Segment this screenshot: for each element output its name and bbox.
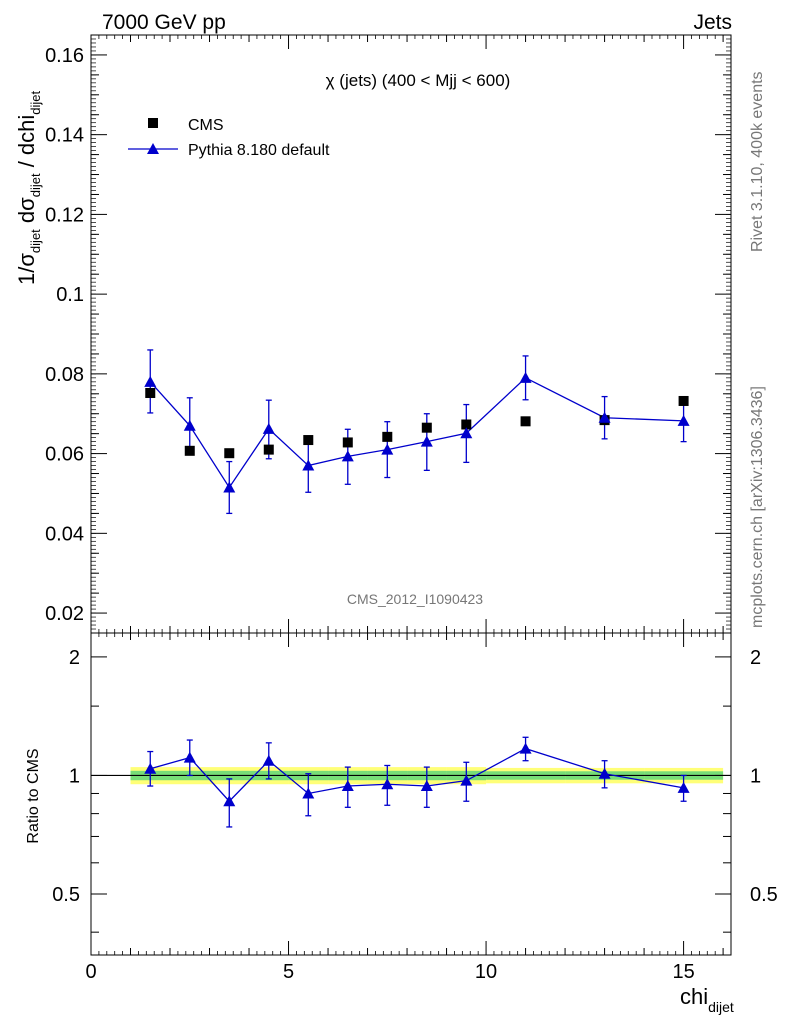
cms-point	[382, 431, 393, 442]
ratio-tick-label-left: 1	[69, 765, 80, 787]
ratio-point	[420, 780, 433, 792]
mc-point	[183, 419, 196, 431]
mc-point	[460, 427, 473, 439]
x-axis-label: chidijet	[680, 984, 734, 1015]
ratio-tick-label-right: 1	[750, 765, 761, 787]
mc-point	[223, 481, 236, 493]
cms-point	[461, 419, 472, 430]
mc-point	[381, 443, 394, 455]
ratio-point	[677, 781, 690, 793]
y-axis-label: 1/σdijet dσdijet / dchidijet	[14, 90, 43, 285]
ratio-tick-label-right: 2	[750, 647, 761, 669]
ratio-point	[223, 795, 236, 807]
mc-point	[420, 435, 433, 447]
ratio-point	[302, 787, 315, 799]
main-frame	[90, 34, 732, 634]
header-left: 7000 GeV pp	[102, 11, 226, 34]
legend-cms-label: CMS	[188, 117, 224, 134]
mc-point	[144, 375, 157, 387]
y-tick-label: 0.06	[45, 444, 84, 466]
mcplots-label: mcplots.cern.ch [arXiv:1306.3436]	[749, 386, 766, 628]
ratio-point	[519, 742, 532, 754]
ratio-point	[598, 767, 611, 779]
ratio-tick-label-right: 0.5	[750, 884, 778, 906]
legend-mc-marker	[147, 143, 159, 154]
mc-point	[598, 411, 611, 423]
y-tick-label: 0.04	[45, 523, 84, 545]
cms-point	[145, 388, 156, 399]
ratio-y-label: Ratio to CMS	[25, 748, 42, 843]
cms-point	[342, 437, 353, 448]
mc-point	[302, 459, 315, 471]
cms-point	[184, 445, 195, 456]
y-tick-label: 0.02	[45, 603, 84, 625]
ratio-tick-label-left: 0.5	[52, 884, 80, 906]
axes-ticks: 0 5 10 15 0.02 0.04 0.06 0.08 0.1 0.12 0.14 0.16 0.5…	[45, 34, 778, 983]
legend-mc-label: Pythia 8.180 default	[188, 142, 330, 159]
x-tick-label: 10	[475, 961, 497, 983]
y-tick-label: 0.12	[45, 204, 84, 226]
ratio-tick-label-left: 2	[69, 647, 80, 669]
x-tick-label: 0	[85, 961, 96, 983]
mc-point	[677, 414, 690, 426]
mc-point	[341, 450, 354, 462]
cms-point	[421, 422, 432, 433]
x-tick-label: 5	[283, 961, 294, 983]
cms-point	[520, 416, 531, 427]
legend: CMS Pythia 8.180 default	[128, 117, 330, 159]
chart-title: χ (jets) (400 < Mjj < 600)	[326, 71, 511, 90]
ratio-mc-line	[150, 747, 684, 803]
analysis-id: CMS_2012_I1090423	[347, 591, 483, 607]
mc-line	[149, 377, 684, 489]
cms-point	[303, 435, 314, 446]
cms-point	[224, 448, 235, 459]
header-right: Jets	[693, 11, 732, 34]
main-series	[144, 349, 690, 515]
y-tick-label: 0.16	[45, 45, 84, 67]
rivet-label: Rivet 3.1.10, 400k events	[749, 71, 766, 252]
y-tick-label: 0.14	[45, 125, 84, 147]
y-tick-label: 0.08	[45, 364, 84, 386]
mc-point	[519, 371, 532, 383]
mc-point	[262, 422, 275, 434]
ratio-series	[144, 736, 690, 828]
ratio-frame	[90, 632, 732, 956]
ratio-point	[262, 754, 275, 766]
ratio-point	[381, 778, 394, 790]
ratio-point	[183, 751, 196, 763]
cms-point	[678, 395, 689, 406]
ratio-point	[341, 780, 354, 792]
ratio-point	[144, 762, 157, 774]
legend-cms-marker	[148, 118, 158, 128]
ratio-point	[460, 774, 473, 786]
y-tick-label: 0.1	[56, 284, 84, 306]
x-tick-label: 15	[672, 961, 694, 983]
cms-point	[263, 444, 274, 455]
